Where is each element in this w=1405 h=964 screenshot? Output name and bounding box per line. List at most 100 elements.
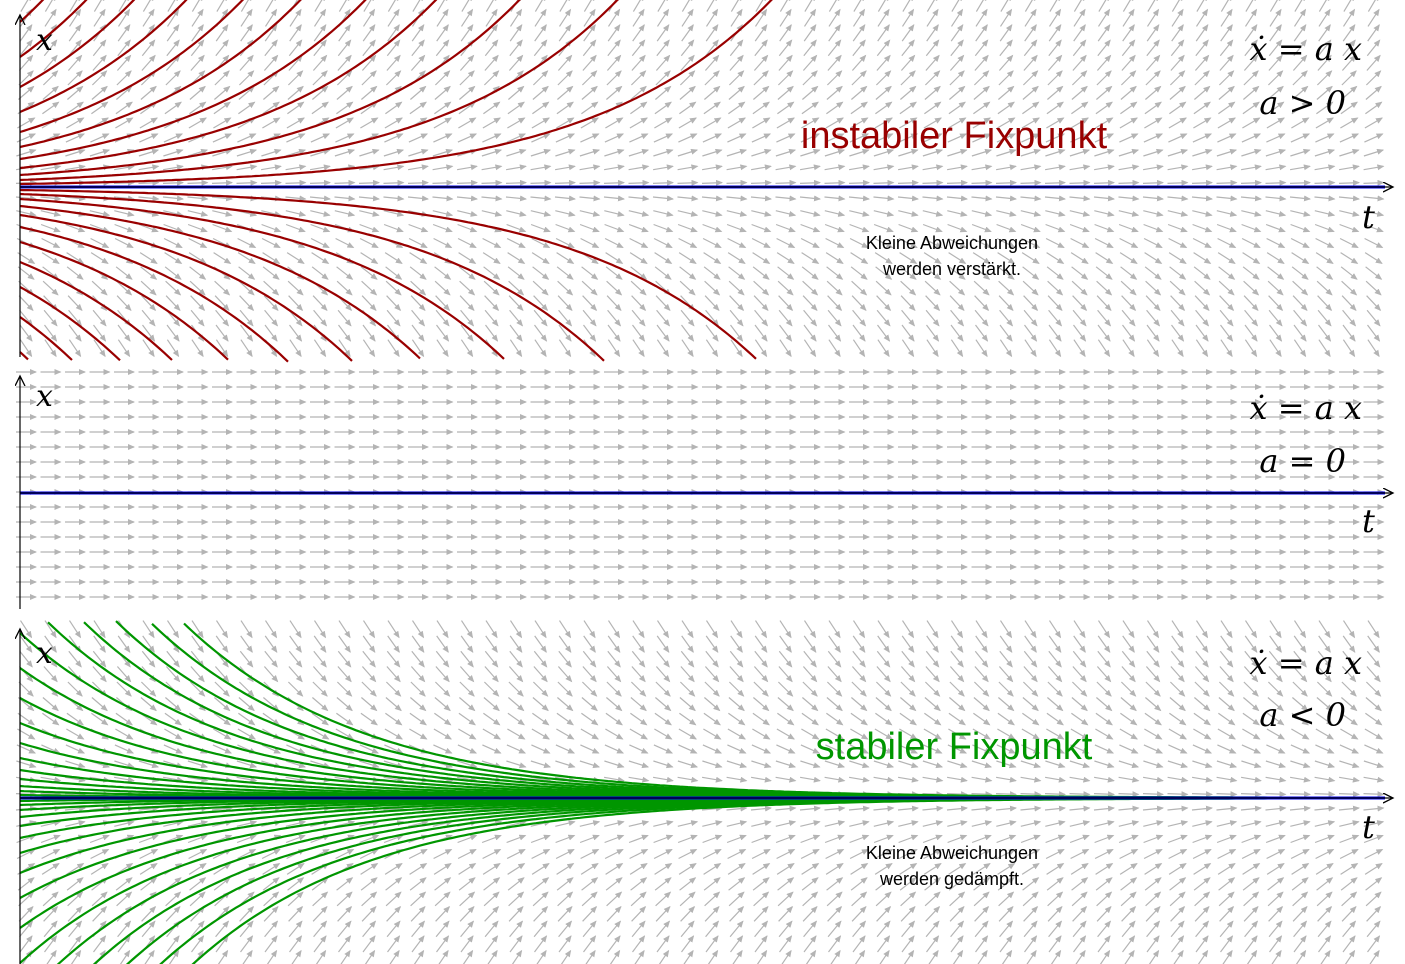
field-arrow [1024, 8, 1037, 27]
field-arrow [19, 650, 33, 668]
field-arrow [1244, 309, 1259, 327]
field-arrow [264, 309, 279, 327]
field-arrow [144, 949, 155, 964]
condition: a = 0 [1259, 442, 1346, 480]
field-arrow [40, 791, 62, 798]
field-arrow [703, 266, 721, 280]
field-arrow [754, 309, 769, 327]
field-arrow [923, 117, 942, 129]
field-arrow [1096, 54, 1112, 71]
field-arrow [1315, 252, 1334, 264]
field-arrow [1269, 635, 1282, 653]
field-arrow [1170, 39, 1185, 57]
field-arrow [459, 280, 476, 296]
field-arrow [1069, 820, 1091, 827]
field-arrow [1118, 179, 1140, 186]
x-axis-label: x [36, 379, 53, 414]
field-arrow [64, 164, 86, 171]
field-arrow [752, 266, 770, 280]
field-arrow [1269, 935, 1283, 953]
field-arrow [678, 117, 697, 129]
field-arrow [1048, 324, 1062, 342]
field-arrow [1367, 324, 1381, 342]
field-arrow [1318, 0, 1331, 12]
field-arrow [971, 179, 993, 186]
field-arrow [138, 148, 160, 157]
field-arrow [1118, 148, 1140, 157]
field-arrow [656, 935, 670, 953]
field-arrow [166, 324, 180, 342]
field-arrow [215, 24, 229, 42]
field-arrow [508, 295, 524, 312]
field-arrow [1168, 133, 1188, 143]
field-arrow [751, 148, 772, 157]
field-arrow [387, 0, 400, 12]
field-arrow [361, 280, 378, 296]
field-arrow [42, 85, 59, 100]
field-arrow [410, 295, 426, 312]
field-arrow [287, 70, 304, 86]
field-arrow [1195, 24, 1209, 42]
field-arrow [1267, 280, 1284, 296]
field-arrow [778, 295, 794, 312]
field-arrow [824, 223, 845, 233]
field-arrow [852, 39, 866, 57]
field-arrow [803, 650, 817, 668]
field-arrow [653, 744, 674, 754]
field-arrow [680, 54, 695, 71]
field-arrow [408, 223, 429, 233]
field-arrow [214, 666, 230, 683]
field-arrow [1046, 863, 1065, 875]
field-arrow [315, 949, 327, 964]
field-arrow [18, 905, 34, 922]
field-arrow [191, 935, 205, 953]
field-arrow [1244, 650, 1258, 668]
field-arrow [482, 848, 502, 860]
field-arrow [656, 620, 670, 639]
field-arrow [996, 210, 1017, 217]
field-arrow [1364, 117, 1383, 129]
field-arrow [1290, 237, 1310, 249]
field-arrow [142, 8, 155, 27]
field-arrow [827, 920, 842, 938]
field-arrow [876, 666, 891, 683]
field-arrow [68, 39, 82, 57]
field-arrow [190, 54, 205, 71]
field-arrow [801, 712, 819, 726]
field-arrow [1244, 935, 1258, 953]
field-arrow [532, 70, 549, 86]
field-arrow [116, 280, 133, 296]
field-arrow [583, 24, 596, 42]
field-arrow [1364, 133, 1384, 143]
field-arrow [901, 650, 915, 668]
field-arrow [1242, 252, 1261, 264]
field-arrow [1369, 949, 1380, 964]
field-arrow [1171, 0, 1184, 12]
field-arrow [1291, 877, 1309, 891]
field-arrow [1295, 949, 1307, 964]
field-arrow [68, 650, 82, 668]
field-arrow [1366, 666, 1381, 683]
field-arrow [532, 891, 549, 907]
field-arrow [1118, 820, 1140, 827]
field-arrow [631, 295, 647, 312]
field-arrow [1292, 54, 1308, 71]
field-arrow [851, 905, 867, 922]
field-arrow [387, 24, 400, 42]
field-arrow [411, 935, 425, 953]
field-arrow [358, 195, 380, 202]
field-arrow [410, 666, 426, 683]
field-arrow [727, 848, 747, 860]
field-arrow [163, 148, 184, 157]
field-arrow [632, 8, 645, 27]
field-arrow [899, 266, 917, 280]
field-arrow [534, 635, 547, 653]
field-arrow [778, 650, 793, 668]
field-arrow [285, 195, 307, 202]
field-arrow [1318, 24, 1331, 42]
field-arrow [877, 0, 890, 12]
field-arrow [1097, 8, 1111, 27]
field-arrow [752, 728, 771, 740]
field-arrow [1120, 712, 1138, 726]
field-arrow [1367, 635, 1380, 653]
